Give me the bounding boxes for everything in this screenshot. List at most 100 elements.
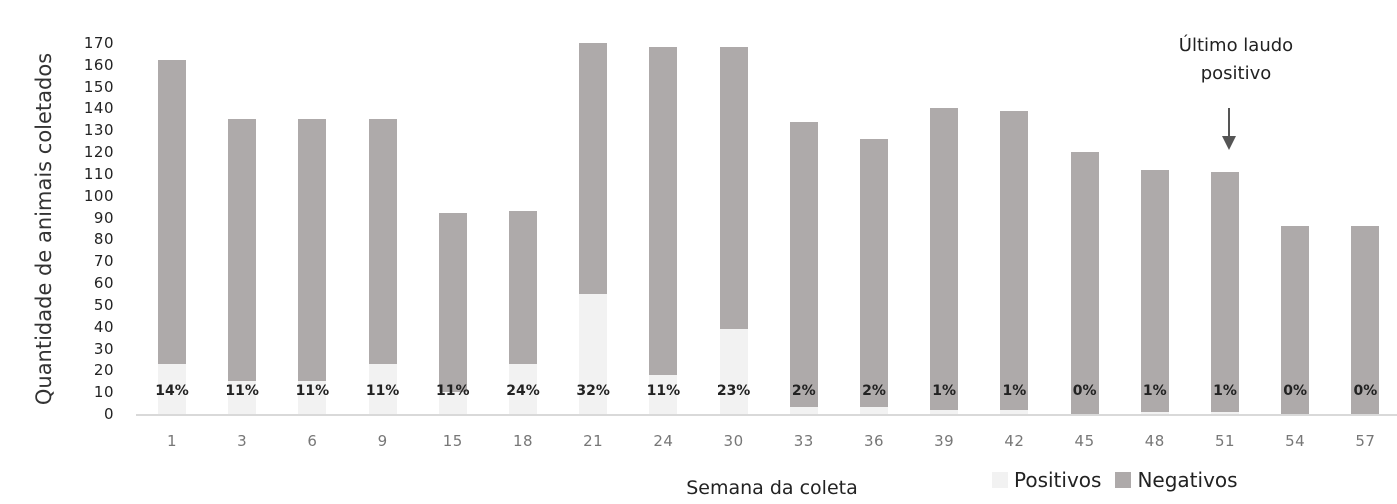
y-tick-label: 100 [83,186,114,205]
segment-positivos [368,363,397,414]
bar-week-1 [158,60,186,414]
legend-item-negativos: Negativos [1115,468,1238,492]
segment-negativos [649,47,678,375]
x-axis-line [136,414,1397,416]
x-tick-label: 30 [723,432,744,450]
segment-positivos [158,363,186,414]
data-label-percent: 1% [1213,383,1237,399]
legend-swatch-positivos [992,472,1008,488]
legend-label-negativos: Negativos [1137,468,1238,492]
y-tick-label: 50 [93,295,114,314]
bar-week-39 [930,108,959,414]
bar-week-30 [719,47,748,414]
segment-negativos [438,213,467,393]
x-tick-label: 21 [583,432,604,450]
legend-label-positivos: Positivos [1014,468,1102,492]
bar-week-51 [1211,171,1239,414]
segment-positivos [1000,409,1029,414]
segment-positivos [298,381,327,414]
x-tick-label: 3 [237,432,248,450]
y-axis-title: Quantidade de animais coletados [32,52,56,406]
bar-week-24 [649,47,678,414]
segment-positivos [649,374,678,414]
segment-negativos [579,43,608,294]
bar-week-3 [228,119,257,414]
bar-week-18 [509,211,537,414]
data-label-percent: 11% [436,383,470,399]
data-label-percent: 1% [932,383,957,399]
bar-week-9 [368,119,397,414]
x-axis-title: Semana da coleta [686,477,858,499]
down-arrow-icon [1228,108,1230,136]
segment-positivos [228,381,257,414]
y-tick-label: 70 [93,252,114,271]
x-tick-label: 33 [793,432,814,450]
segment-positivos [860,407,888,414]
x-tick-label: 15 [442,432,463,450]
x-tick-label: 51 [1214,432,1236,450]
x-tick-label: 45 [1074,432,1095,450]
y-tick-label: 170 [83,34,114,52]
bar-week-45 [1070,152,1099,414]
segment-positivos [438,392,467,414]
y-tick-label: 30 [93,339,114,358]
y-tick-label: 80 [93,230,114,249]
segment-negativos [719,47,748,329]
y-tick-label: 150 [83,77,114,96]
annotation-line-2: positivo [1200,63,1272,84]
data-label-percent: 11% [365,383,400,399]
bar-week-21 [579,43,608,414]
segment-positivos [789,407,818,414]
data-label-percent: 1% [1142,383,1167,399]
bar-week-33 [789,121,818,414]
segment-negativos [930,108,959,410]
x-tick-label: 39 [934,432,955,450]
x-tick-label: 1 [166,432,178,450]
segment-negativos [1351,226,1380,414]
segment-negativos [1070,152,1099,414]
bar-week-15 [438,213,467,414]
y-tick-label: 110 [83,164,114,183]
x-tick-label: 57 [1355,432,1376,450]
y-tick-label: 40 [93,317,114,336]
segment-negativos [228,119,257,382]
segment-negativos [509,211,537,364]
y-tick-label: 90 [93,208,114,227]
data-label-percent: 23% [716,383,751,399]
annotation-last-positive: Último laudo positivo [1179,32,1293,88]
bar-week-6 [298,119,327,414]
data-label-percent: 0% [1283,383,1308,399]
segment-negativos [789,121,818,408]
data-label-percent: 14% [155,383,189,399]
x-tick-label: 36 [863,432,885,450]
data-label-percent: 0% [1353,383,1378,399]
y-tick-label: 10 [93,383,114,402]
y-tick-label: 0 [103,405,114,423]
segment-negativos [1211,171,1239,412]
segment-negativos [1000,110,1029,410]
x-tick-label: 18 [512,432,534,450]
data-label-percent: 11% [225,383,259,399]
data-label-percent: 2% [862,383,886,399]
data-label-percent: 0% [1072,383,1097,399]
segment-positivos [930,409,959,414]
data-label-percent: 24% [506,383,540,399]
bar-week-36 [860,139,888,414]
x-tick-label: 42 [1004,432,1025,450]
y-tick-label: 130 [83,121,114,140]
y-tick-label: 120 [83,143,114,162]
x-tick-label: 9 [377,432,388,450]
segment-positivos [1140,411,1169,414]
legend: Positivos Negativos [992,468,1252,492]
y-tick-label: 160 [83,55,114,74]
data-label-percent: 1% [1002,383,1027,399]
segment-negativos [1140,169,1169,412]
segment-positivos [509,363,537,414]
segment-positivos [1211,411,1239,414]
x-tick-label: 54 [1285,432,1306,450]
arrowhead-icon [1222,136,1236,150]
data-label-percent: 11% [295,383,330,399]
bar-week-57 [1351,226,1380,414]
segment-negativos [860,139,888,408]
